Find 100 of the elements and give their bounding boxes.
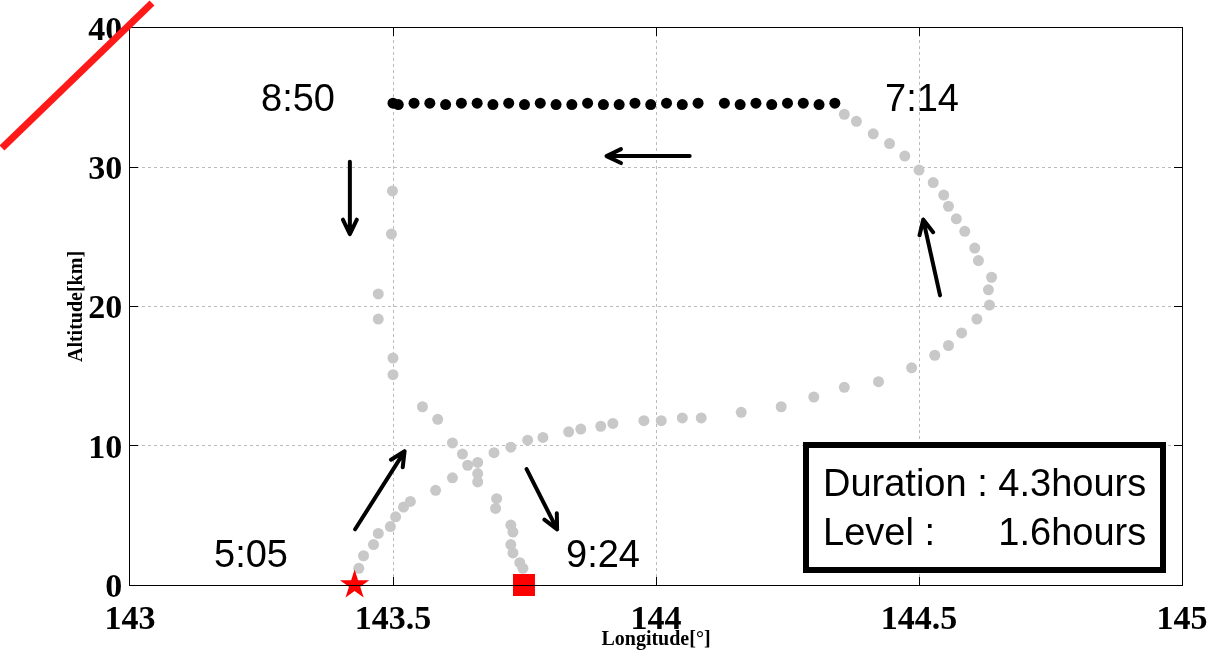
point: [929, 349, 941, 361]
point: [563, 426, 575, 438]
point: [386, 185, 398, 197]
point: [959, 225, 971, 237]
annotation: Duration : 4.3hours: [823, 462, 1147, 504]
point: [440, 99, 452, 111]
point: [766, 99, 778, 111]
point: [372, 288, 384, 300]
point: [972, 255, 984, 267]
point: [695, 412, 707, 424]
point: [512, 574, 535, 596]
point: [517, 562, 529, 574]
point: [969, 242, 981, 254]
point: [734, 99, 746, 111]
point: [353, 562, 365, 574]
point: [575, 423, 587, 435]
point: [613, 99, 625, 111]
point: [404, 495, 416, 507]
point: [432, 413, 444, 425]
point: [676, 412, 688, 424]
point: [582, 97, 594, 109]
point: [899, 150, 911, 162]
point: [645, 99, 657, 111]
annotation: 9:24: [566, 533, 640, 575]
point: [986, 271, 998, 283]
point: [850, 115, 862, 127]
y-tick-label: 30: [88, 149, 123, 187]
point: [950, 213, 962, 225]
point: [938, 189, 950, 201]
x-tick-label: 144.5: [880, 598, 958, 636]
point: [522, 434, 534, 446]
point: [867, 128, 879, 140]
point: [838, 108, 850, 120]
point: [942, 200, 954, 212]
point: [661, 97, 673, 109]
point: [368, 539, 380, 551]
point: [838, 381, 850, 393]
point: [456, 448, 468, 460]
point: [982, 284, 994, 296]
y-tick-label: 10: [88, 427, 123, 465]
point: [906, 362, 918, 374]
annotation: 8:50: [261, 77, 335, 119]
point: [718, 97, 730, 109]
point: [927, 177, 939, 189]
point: [390, 511, 402, 523]
point: [655, 415, 667, 427]
point: [566, 99, 578, 111]
point: [983, 299, 995, 311]
point: [537, 431, 549, 443]
point: [462, 459, 474, 471]
y-axis-title: Altitude[km]: [63, 250, 86, 363]
point: [472, 456, 484, 468]
point: [550, 99, 562, 111]
point: [424, 97, 436, 109]
point: [385, 228, 397, 240]
point: [638, 415, 650, 427]
point: [735, 406, 747, 418]
point: [750, 97, 762, 109]
annotation: 7:14: [885, 77, 959, 119]
point: [387, 369, 399, 381]
point: [387, 352, 399, 364]
x-tick-label: 143.5: [354, 598, 432, 636]
point: [519, 99, 530, 111]
point: [487, 99, 499, 111]
point: [813, 99, 825, 111]
x-tick-label: 145: [1156, 598, 1208, 636]
point: [455, 97, 467, 109]
annotation: Level : 1.6hours: [823, 511, 1147, 554]
point: [372, 313, 384, 325]
point: [358, 550, 370, 562]
point: [534, 97, 546, 109]
point: [384, 521, 396, 533]
point: [808, 391, 820, 403]
point: [829, 97, 841, 109]
point: [782, 97, 793, 109]
point: [775, 401, 787, 413]
point: [488, 447, 500, 459]
point: [676, 99, 688, 111]
point: [446, 472, 458, 484]
point: [507, 547, 519, 559]
point: [507, 526, 519, 538]
point: [942, 339, 954, 351]
point: [797, 97, 809, 109]
point: [430, 484, 442, 496]
point: [503, 97, 515, 109]
point: [884, 138, 896, 150]
point: [595, 420, 607, 432]
point: [491, 493, 503, 505]
point: [971, 313, 983, 325]
point: [873, 376, 884, 388]
point: [339, 569, 370, 598]
point: [471, 97, 483, 109]
point: [629, 97, 641, 109]
point: [408, 97, 420, 109]
point: [490, 502, 502, 514]
annotation: 5:05: [214, 533, 288, 575]
point: [607, 417, 619, 429]
point: [597, 99, 609, 111]
point: [372, 527, 384, 539]
y-tick-label: 20: [88, 288, 123, 326]
